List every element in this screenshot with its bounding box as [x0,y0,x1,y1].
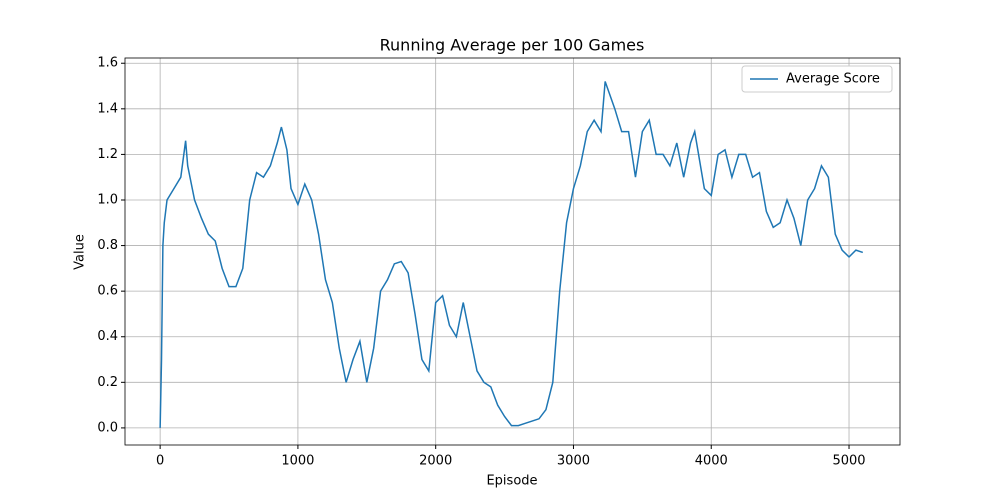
data-line [159,81,864,428]
y-tick-label: 1.6 [97,56,118,71]
y-tick-label: 1.2 [97,147,118,162]
chart-title: Running Average per 100 Games [380,36,645,55]
legend-box [741,65,893,93]
y-tick-label: 0.8 [97,238,118,253]
x-tick-label: 4000 [695,454,728,469]
y-tick-label: 0.6 [97,284,118,299]
y-tick-label: 1.0 [97,192,118,207]
x-tick-label: 3000 [557,454,590,469]
legend-label: Average Score [786,72,880,87]
x-tick-label: 1000 [281,454,314,469]
y-tick-label: 0.0 [97,420,118,435]
x-tick-label: 2000 [419,454,452,469]
x-tick-label: 5000 [832,454,865,469]
y-tick-label: 0.4 [97,329,118,344]
x-axis-label: Episode [486,474,537,489]
y-axis-label: Value [73,234,88,270]
plot-frame [124,57,901,446]
y-tick-label: 0.2 [97,375,118,390]
y-tick-label: 1.4 [97,101,118,116]
x-tick-label: 0 [156,454,164,469]
